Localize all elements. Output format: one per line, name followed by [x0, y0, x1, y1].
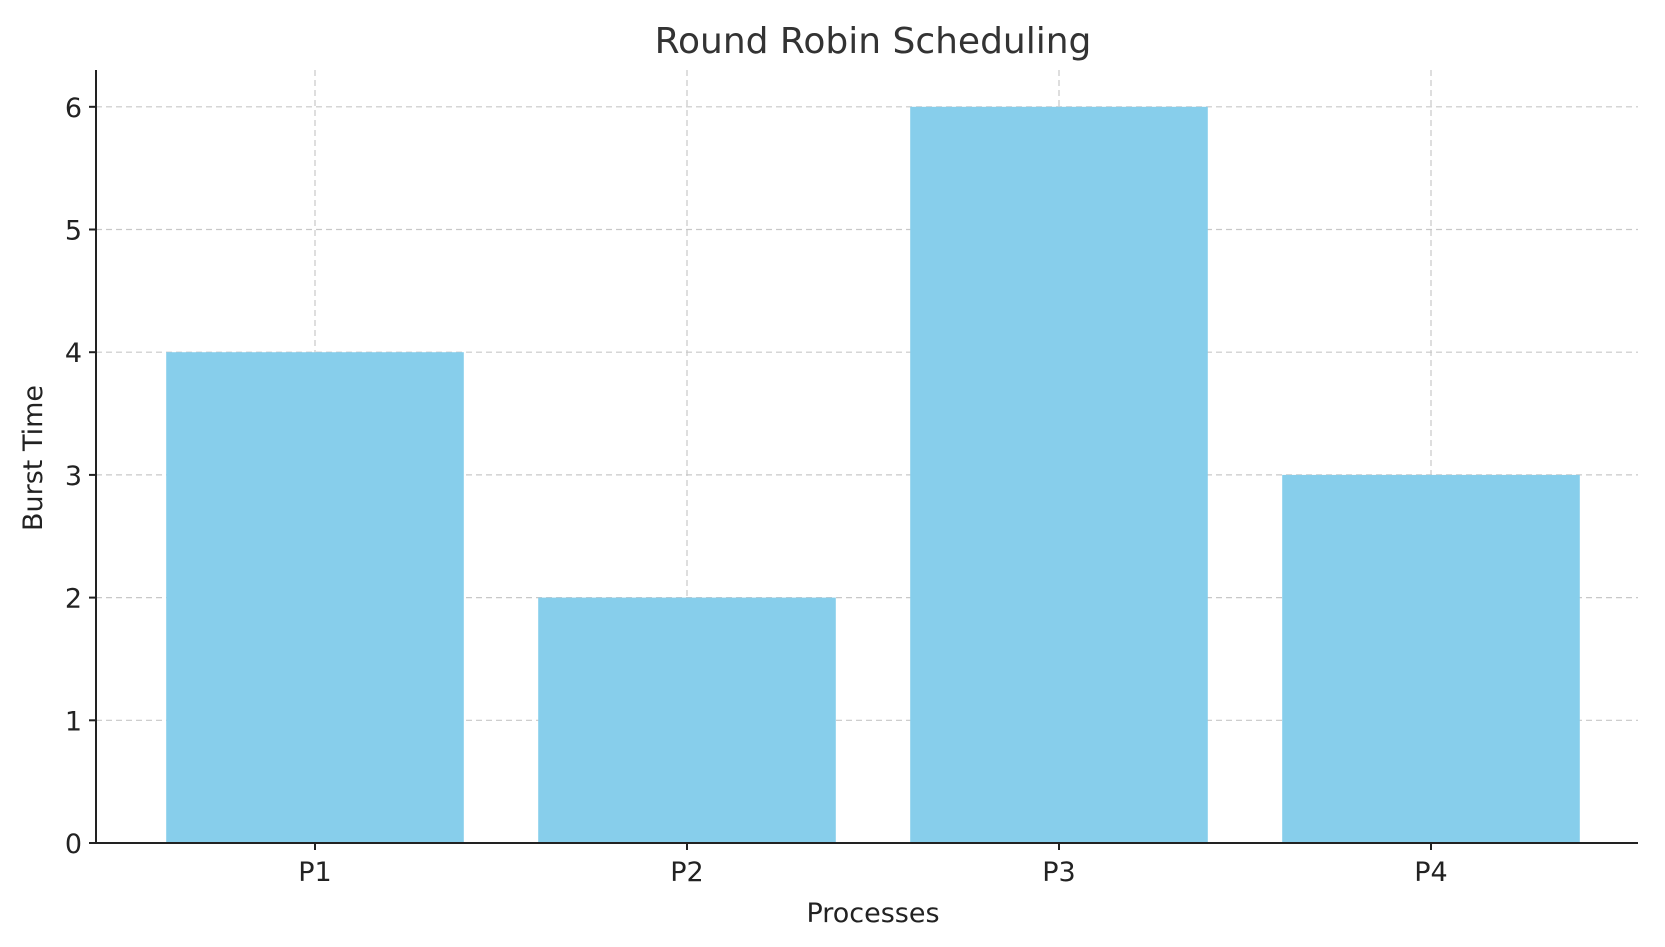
y-tick-label: 4 — [65, 338, 82, 369]
bars — [166, 106, 1580, 844]
y-tick-label: 3 — [65, 461, 82, 492]
x-tick-labels: P1 P2 P3 P4 — [298, 857, 1447, 888]
x-tick-label: P3 — [1042, 857, 1075, 888]
x-tick-label: P1 — [298, 857, 331, 888]
x-axis-label: Processes — [806, 898, 939, 929]
bar-p4 — [1282, 474, 1580, 843]
y-tick-labels: 0 1 2 3 4 5 6 — [65, 93, 82, 860]
y-tick-label: 1 — [65, 706, 82, 737]
x-tick-label: P4 — [1414, 857, 1447, 888]
y-axis-label: Burst Time — [18, 385, 49, 531]
y-tick-label: 0 — [65, 829, 82, 860]
chart-title: Round Robin Scheduling — [655, 21, 1092, 62]
bar-p3 — [910, 106, 1208, 844]
y-tick-label: 5 — [65, 216, 82, 247]
bar-p1 — [166, 352, 464, 843]
bar-p2 — [538, 597, 836, 843]
axes — [89, 70, 1638, 850]
y-tick-label: 2 — [65, 584, 82, 615]
y-tick-label: 6 — [65, 93, 82, 124]
x-tick-label: P2 — [670, 857, 703, 888]
